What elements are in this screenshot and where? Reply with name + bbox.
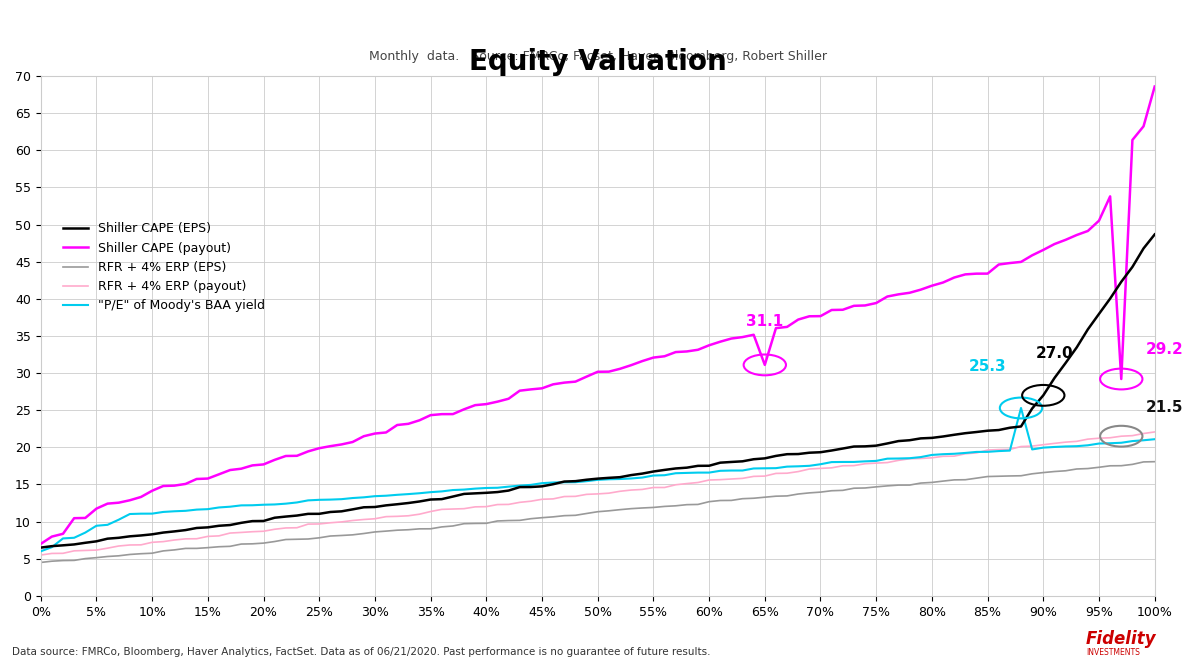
Shiller CAPE (payout) (1147, 82, 1162, 90)
RFR + 4% ERP (EPS) (112, 552, 126, 560)
Shiller CAPE (EPS) (112, 534, 126, 542)
RFR + 4% ERP (EPS) (1147, 458, 1162, 466)
"P/E" of Moody's BAA yield (546, 478, 560, 486)
"P/E" of Moody's BAA yield (312, 496, 326, 504)
Line: RFR + 4% ERP (payout): RFR + 4% ERP (payout) (41, 432, 1154, 555)
Shiller CAPE (payout) (869, 299, 883, 307)
Text: 27.0: 27.0 (1036, 346, 1073, 361)
RFR + 4% ERP (EPS) (546, 513, 560, 521)
RFR + 4% ERP (payout) (546, 495, 560, 503)
Shiller CAPE (EPS) (546, 480, 560, 488)
Line: "P/E" of Moody's BAA yield: "P/E" of Moody's BAA yield (41, 408, 1154, 551)
"P/E" of Moody's BAA yield (814, 460, 828, 468)
Text: 21.5: 21.5 (1146, 400, 1183, 414)
Text: Monthly  data.   Source: FMRCo, Facset, Haver, Bloomberg, Robert Shiller: Monthly data. Source: FMRCo, Facset, Hav… (368, 50, 827, 63)
"P/E" of Moody's BAA yield (1014, 404, 1028, 412)
Shiller CAPE (EPS) (312, 510, 326, 518)
Text: Data source: FMRCo, Bloomberg, Haver Analytics, FactSet. Data as of 06/21/2020. : Data source: FMRCo, Bloomberg, Haver Ana… (12, 647, 710, 657)
"P/E" of Moody's BAA yield (702, 469, 716, 477)
"P/E" of Moody's BAA yield (869, 457, 883, 465)
"P/E" of Moody's BAA yield (1147, 435, 1162, 443)
RFR + 4% ERP (EPS) (814, 488, 828, 496)
Shiller CAPE (EPS) (814, 448, 828, 456)
Shiller CAPE (EPS) (1147, 230, 1162, 238)
RFR + 4% ERP (EPS) (312, 534, 326, 542)
"P/E" of Moody's BAA yield (112, 515, 126, 523)
RFR + 4% ERP (EPS) (702, 498, 716, 506)
Line: Shiller CAPE (EPS): Shiller CAPE (EPS) (41, 234, 1154, 548)
Shiller CAPE (payout) (546, 380, 560, 388)
"P/E" of Moody's BAA yield (34, 547, 48, 555)
RFR + 4% ERP (payout) (702, 476, 716, 484)
Text: INVESTMENTS: INVESTMENTS (1086, 648, 1140, 657)
RFR + 4% ERP (payout) (869, 459, 883, 467)
RFR + 4% ERP (payout) (312, 520, 326, 528)
Text: 29.2: 29.2 (1146, 343, 1183, 358)
Text: 31.1: 31.1 (746, 314, 784, 329)
Shiller CAPE (payout) (34, 540, 48, 548)
Text: 25.3: 25.3 (968, 359, 1007, 374)
Shiller CAPE (payout) (702, 341, 716, 349)
Legend: Shiller CAPE (EPS), Shiller CAPE (payout), RFR + 4% ERP (EPS), RFR + 4% ERP (pay: Shiller CAPE (EPS), Shiller CAPE (payout… (58, 217, 270, 317)
Shiller CAPE (EPS) (34, 544, 48, 552)
RFR + 4% ERP (EPS) (34, 558, 48, 566)
Shiller CAPE (EPS) (702, 462, 716, 470)
RFR + 4% ERP (payout) (34, 551, 48, 559)
Line: RFR + 4% ERP (EPS): RFR + 4% ERP (EPS) (41, 462, 1154, 562)
RFR + 4% ERP (EPS) (869, 483, 883, 491)
Shiller CAPE (payout) (312, 444, 326, 452)
Title: Equity Valuation: Equity Valuation (469, 48, 726, 76)
RFR + 4% ERP (payout) (1147, 428, 1162, 436)
RFR + 4% ERP (payout) (814, 465, 828, 473)
Shiller CAPE (payout) (814, 312, 828, 320)
Shiller CAPE (payout) (112, 499, 126, 507)
RFR + 4% ERP (payout) (112, 542, 126, 550)
Line: Shiller CAPE (payout): Shiller CAPE (payout) (41, 86, 1154, 544)
Text: Fidelity: Fidelity (1086, 630, 1157, 648)
Shiller CAPE (EPS) (869, 442, 883, 449)
